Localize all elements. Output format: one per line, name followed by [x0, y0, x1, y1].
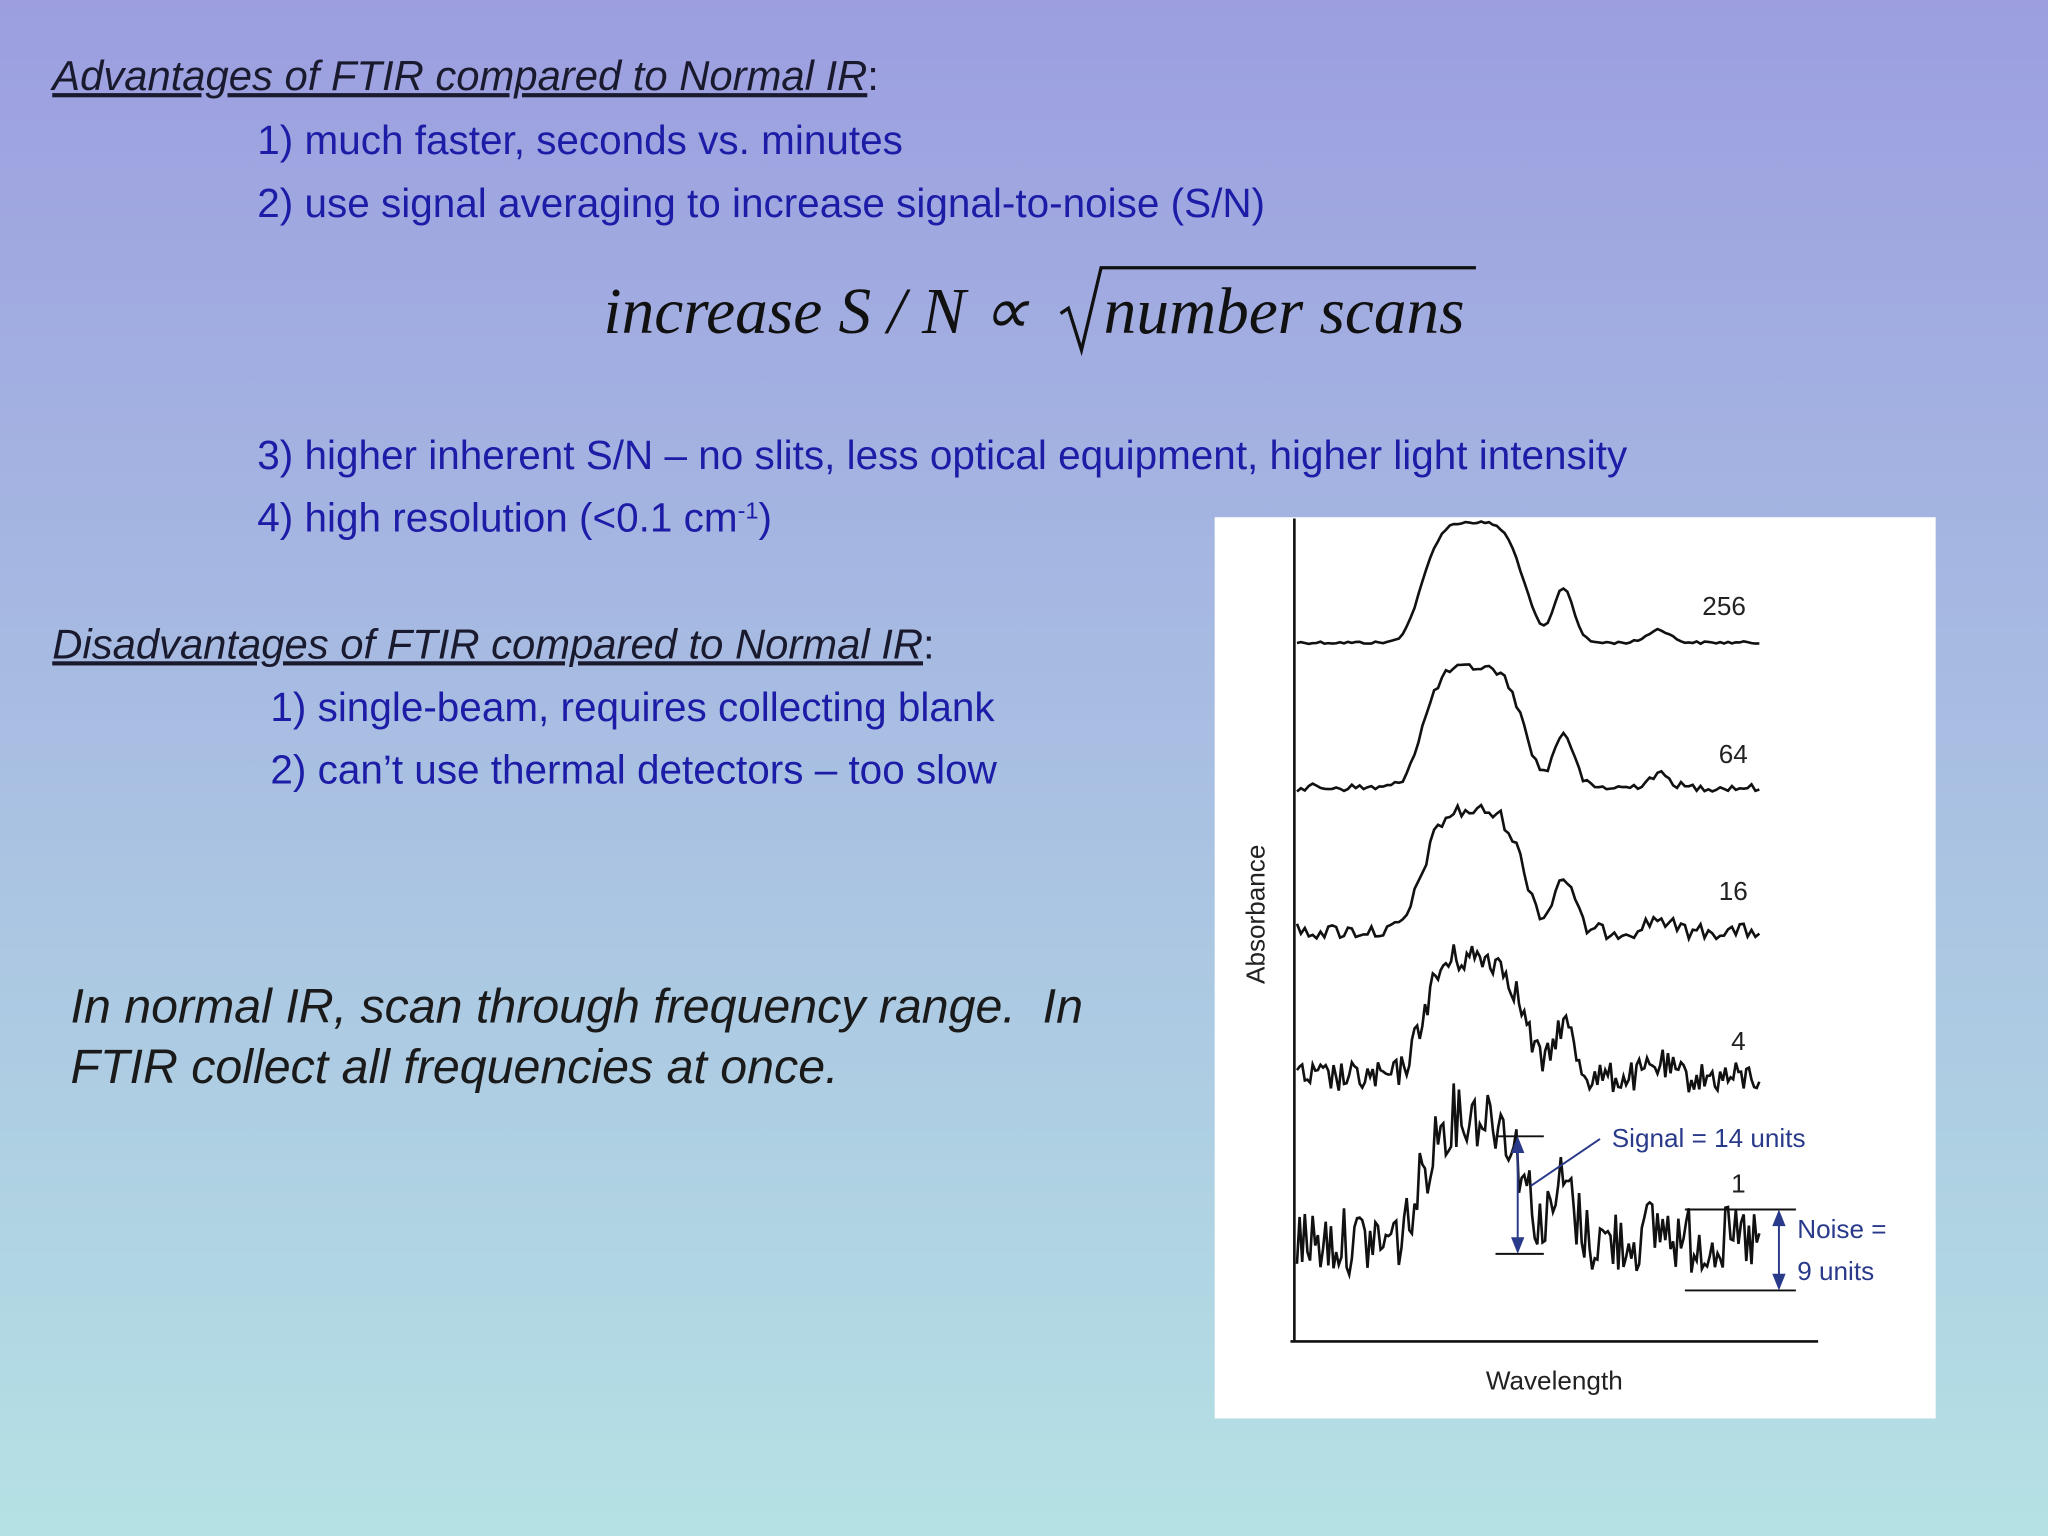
item-text: 4) high resolution (<0.1 cm	[257, 495, 737, 541]
note-line: In normal IR, scan through frequency ran…	[71, 980, 1083, 1034]
heading-text: Advantages of FTIR compared to Normal IR	[49, 52, 867, 99]
scan-label: 1	[1731, 1168, 1746, 1198]
spectra-figure: Absorbance Wavelength 256 64 16 4 1 Sign…	[1214, 517, 1936, 1419]
heading-colon: :	[867, 52, 879, 99]
formula-radicand: number scans	[1104, 276, 1465, 348]
heading-colon: :	[923, 620, 935, 667]
disadvantages-heading: Disadvantages of FTIR compared to Normal…	[52, 620, 934, 667]
spectrum-trace	[1295, 944, 1761, 1094]
advantages-heading: Advantages of FTIR compared to Normal IR…	[49, 52, 879, 99]
spectrum-trace	[1295, 802, 1761, 943]
y-axis-label: Absorbance	[1240, 845, 1270, 984]
note-line: FTIR collect all frequencies at once.	[71, 1040, 839, 1094]
spectrum-trace	[1296, 520, 1760, 646]
scan-label: 64	[1719, 739, 1748, 769]
scan-label: 4	[1731, 1026, 1746, 1056]
formula-left: increase S / N ∝	[603, 276, 1029, 348]
noise-label: 9 units	[1797, 1256, 1874, 1286]
annotation-brackets	[1495, 1135, 1796, 1292]
advantage-item: 2) use signal averaging to increase sign…	[257, 180, 1265, 226]
heading-text: Disadvantages of FTIR compared to Normal…	[52, 620, 923, 667]
annotation-arrows	[1511, 1136, 1786, 1291]
noise-label: Noise =	[1797, 1214, 1886, 1244]
x-axis-label: Wavelength	[1486, 1366, 1623, 1396]
spectrum-trace	[1296, 663, 1760, 793]
scan-label: 16	[1719, 876, 1748, 906]
superscript: -1	[738, 498, 759, 524]
advantage-item: 1) much faster, seconds vs. minutes	[257, 117, 903, 163]
signal-label: Signal = 14 units	[1612, 1123, 1806, 1153]
radical-sign	[1059, 266, 1476, 357]
item-text: )	[758, 495, 771, 541]
advantage-item: 3) higher inherent S/N – no slits, less …	[257, 432, 1628, 478]
advantage-item: 4) high resolution (<0.1 cm-1)	[257, 495, 772, 541]
disadvantage-item: 2) can’t use thermal detectors – too slo…	[270, 747, 997, 793]
spectrum-trace	[1295, 1083, 1761, 1280]
disadvantage-item: 1) single-beam, requires collecting blan…	[270, 684, 995, 730]
scan-label: 256	[1702, 591, 1746, 621]
